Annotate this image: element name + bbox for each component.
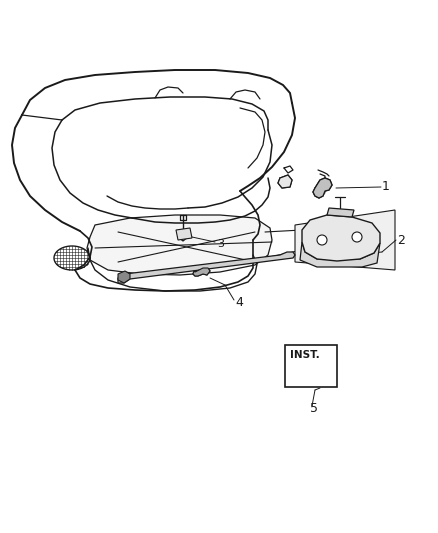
Polygon shape [300, 242, 380, 267]
Polygon shape [285, 345, 337, 387]
Polygon shape [327, 208, 354, 217]
Polygon shape [118, 271, 130, 283]
Text: 4: 4 [235, 295, 243, 309]
Polygon shape [193, 268, 210, 276]
Polygon shape [118, 252, 295, 283]
Text: 3: 3 [217, 239, 224, 249]
Text: 5: 5 [310, 401, 318, 415]
Polygon shape [295, 210, 395, 270]
Polygon shape [302, 215, 380, 261]
Text: 1: 1 [382, 181, 390, 193]
Circle shape [352, 232, 362, 242]
Text: INST.: INST. [290, 350, 320, 360]
Text: 2: 2 [397, 233, 405, 246]
Circle shape [317, 235, 327, 245]
Polygon shape [278, 175, 292, 188]
Polygon shape [313, 178, 332, 198]
Polygon shape [176, 228, 192, 240]
Polygon shape [87, 215, 272, 275]
